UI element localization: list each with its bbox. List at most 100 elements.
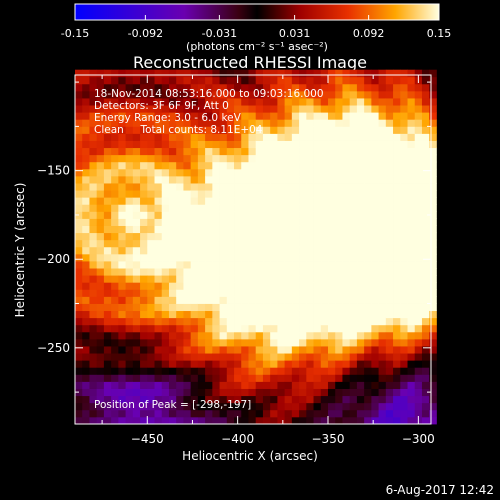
heatmap-cell: [356, 90, 365, 99]
heatmap-cell: [262, 303, 271, 312]
heatmap-cell: [414, 246, 423, 255]
heatmap-cell: [205, 154, 213, 163]
heatmap-cell: [82, 126, 90, 134]
heatmap-cell: [132, 303, 141, 312]
heatmap-cell: [407, 416, 416, 425]
heatmap-cell: [168, 154, 177, 163]
heatmap-cell: [255, 303, 264, 312]
heatmap-cell: [154, 190, 163, 198]
heatmap-cell: [190, 275, 199, 283]
heatmap-cell: [407, 197, 416, 205]
heatmap-cell: [168, 324, 177, 333]
heatmap-cell: [335, 416, 343, 425]
heatmap-cell: [176, 119, 184, 127]
heatmap-cell: [277, 204, 286, 212]
heatmap-cell: [385, 239, 394, 248]
heatmap-cell: [132, 324, 141, 333]
heatmap-cell: [75, 154, 83, 163]
heatmap-cell: [132, 346, 141, 354]
heatmap-cell: [212, 76, 220, 85]
heatmap-cell: [176, 197, 184, 205]
heatmap-cell: [262, 275, 271, 283]
heatmap-cell: [393, 388, 401, 397]
heatmap-cell: [429, 69, 437, 78]
heatmap-cell: [371, 175, 379, 184]
heatmap-cell: [342, 161, 351, 170]
heatmap-cell: [306, 388, 314, 397]
heatmap-cell: [306, 331, 314, 340]
heatmap-cell: [255, 239, 264, 248]
heatmap-cell: [118, 416, 126, 425]
heatmap-cell: [226, 161, 235, 170]
heatmap-cell: [103, 190, 112, 198]
heatmap-cell: [111, 126, 119, 134]
heatmap-cell: [205, 147, 213, 156]
heatmap-cell: [161, 353, 170, 361]
heatmap-cell: [212, 204, 220, 212]
heatmap-cell: [284, 69, 293, 78]
heatmap-cell: [241, 83, 249, 92]
heatmap-cell: [147, 211, 155, 219]
heatmap-cell: [161, 83, 170, 92]
heatmap-cell: [118, 232, 126, 241]
heatmap-cell: [414, 83, 423, 92]
heatmap-cell: [327, 367, 336, 375]
heatmap-cell: [356, 268, 365, 276]
heatmap-cell: [248, 409, 257, 418]
heatmap-cell: [154, 275, 163, 283]
heatmap-cell: [118, 204, 126, 212]
heatmap-cell: [226, 253, 235, 262]
heatmap-cell: [176, 388, 184, 397]
heatmap-cell: [400, 239, 408, 248]
heatmap-cell: [125, 275, 134, 283]
heatmap-cell: [241, 388, 249, 397]
heatmap-cell: [168, 218, 177, 226]
x-tick-label: −400: [221, 432, 254, 446]
heatmap-cell: [429, 317, 437, 326]
heatmap-cell: [400, 395, 408, 404]
heatmap-cell: [356, 388, 365, 397]
heatmap-cell: [284, 232, 293, 241]
heatmap-cell: [320, 225, 329, 234]
heatmap-cell: [132, 105, 141, 113]
heatmap-cell: [234, 346, 242, 354]
heatmap-cell: [306, 183, 314, 191]
heatmap-cell: [414, 289, 423, 297]
heatmap-cell: [197, 98, 206, 106]
heatmap-cell: [364, 168, 372, 177]
heatmap-cell: [429, 83, 437, 92]
heatmap-cell: [421, 183, 430, 191]
heatmap-cell: [371, 360, 379, 368]
heatmap-cell: [255, 232, 264, 241]
heatmap-cell: [385, 409, 394, 418]
heatmap-cell: [364, 275, 372, 283]
heatmap-cell: [327, 324, 336, 333]
heatmap-cell: [212, 338, 220, 347]
heatmap-cell: [132, 147, 141, 156]
heatmap-cell: [378, 147, 387, 156]
heatmap-cell: [219, 303, 228, 312]
heatmap-cell: [82, 289, 90, 297]
heatmap-cell: [140, 268, 148, 276]
heatmap-cell: [168, 239, 177, 248]
heatmap-cell: [205, 204, 213, 212]
heatmap-cell: [320, 374, 329, 382]
heatmap-cell: [284, 168, 293, 177]
heatmap-cell: [183, 282, 192, 290]
heatmap-cell: [429, 331, 437, 340]
heatmap-cell: [407, 275, 416, 283]
heatmap-cell: [190, 76, 199, 85]
heatmap-cell: [320, 69, 329, 78]
heatmap-cell: [385, 76, 394, 85]
heatmap-cell: [385, 112, 394, 120]
heatmap-cell: [407, 261, 416, 269]
heatmap-cell: [241, 296, 249, 304]
heatmap-cell: [103, 388, 112, 397]
heatmap-cell: [349, 76, 358, 85]
heatmap-cell: [255, 289, 264, 297]
heatmap-cell: [197, 83, 206, 92]
heatmap-cell: [103, 204, 112, 212]
heatmap-cell: [414, 239, 423, 248]
heatmap-cell: [313, 317, 322, 326]
heatmap-cell: [414, 168, 423, 177]
